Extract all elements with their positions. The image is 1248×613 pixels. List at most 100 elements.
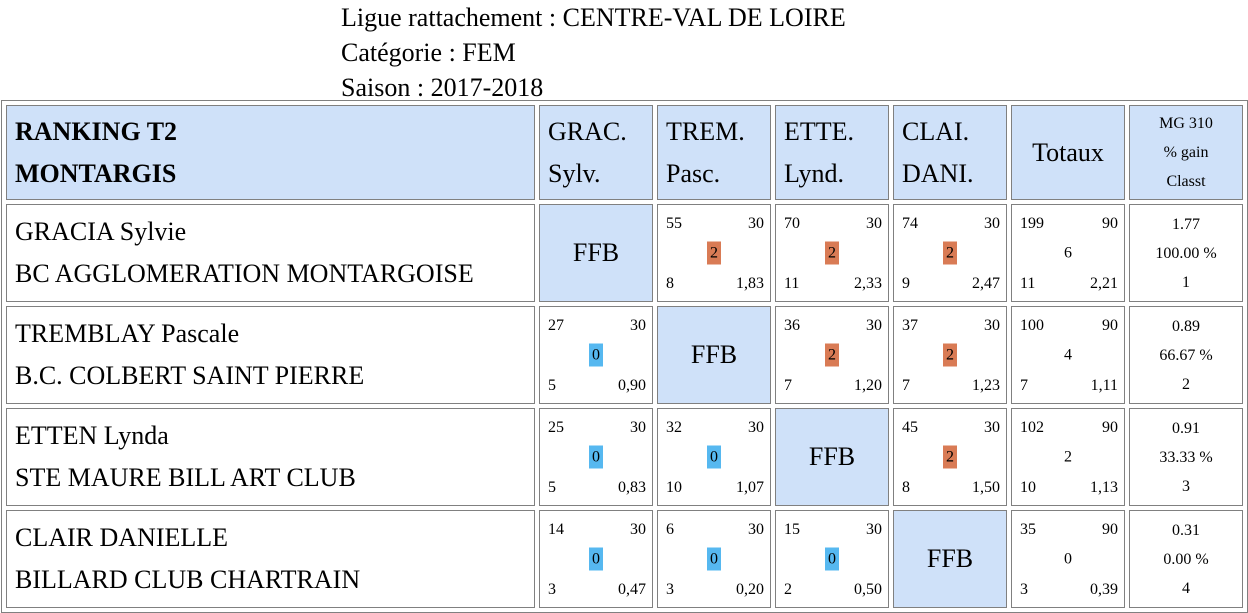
col-header-line1: ETTE. — [784, 116, 855, 146]
match-cell: 45 30 2 8 1,50 — [893, 408, 1007, 506]
col-header-line2: Sylv. — [548, 158, 601, 188]
total-points: 102 — [1020, 419, 1044, 436]
col-header-line1: TREM. — [666, 116, 745, 146]
rank-value: 4 — [1182, 579, 1190, 597]
player-name: CLAIR DANIELLE — [15, 523, 229, 552]
player-cell: CLAIR DANIELLE BILLARD CLUB CHARTRAIN — [6, 510, 535, 608]
total-distance: 90 — [1102, 215, 1118, 232]
title-line-1: RANKING T2 — [15, 116, 178, 146]
match-points: 74 — [902, 215, 918, 232]
col-header-ette: ETTE. Lynd. — [775, 105, 889, 200]
col-header-grac: GRAC. Sylv. — [539, 105, 653, 200]
categorie-line: Catégorie : FEM — [341, 38, 516, 67]
match-distance: 30 — [866, 215, 882, 232]
match-average: 0,20 — [736, 581, 764, 598]
match-distance: 30 — [984, 215, 1000, 232]
mg-value: 0.91 — [1172, 419, 1200, 437]
match-points: 37 — [902, 317, 918, 334]
match-cell: 14 30 0 3 0,47 — [539, 510, 653, 608]
match-points: 6 — [666, 521, 674, 538]
match-innings: 8 — [902, 479, 910, 496]
totals-cell: 102 90 2 10 1,13 — [1011, 408, 1125, 506]
total-distance: 90 — [1102, 521, 1118, 538]
match-result-badge: 0 — [589, 343, 603, 367]
match-result-badge: 2 — [943, 445, 957, 469]
match-average: 1,50 — [972, 479, 1000, 496]
match-innings: 9 — [902, 275, 910, 292]
col-header-line1: GRAC. — [548, 116, 627, 146]
match-innings: 3 — [548, 581, 556, 598]
match-distance: 30 — [630, 521, 646, 538]
match-average: 0,47 — [618, 581, 646, 598]
total-result: 2 — [1064, 448, 1072, 466]
stats-cell: 1.77 100.00 % 1 — [1129, 204, 1243, 302]
match-points: 32 — [666, 419, 682, 436]
match-innings: 11 — [784, 275, 800, 292]
match-points: 14 — [548, 521, 564, 538]
total-result: 4 — [1064, 346, 1072, 364]
match-result-badge: 2 — [943, 343, 957, 367]
match-average: 0,83 — [618, 479, 646, 496]
match-distance: 30 — [630, 419, 646, 436]
ffb-cell: FFB — [893, 510, 1007, 608]
total-distance: 90 — [1102, 419, 1118, 436]
match-result-badge: 2 — [825, 241, 839, 265]
match-distance: 30 — [630, 317, 646, 334]
total-average: 0,39 — [1090, 581, 1118, 598]
match-average: 0,90 — [618, 377, 646, 394]
match-average: 2,33 — [854, 275, 882, 292]
match-innings: 5 — [548, 479, 556, 496]
player-row: GRACIA Sylvie BC AGGLOMERATION MONTARGOIS… — [6, 204, 1243, 302]
col-header-trem: TREM. Pasc. — [657, 105, 771, 200]
rank-value: 2 — [1182, 375, 1190, 393]
match-result-badge: 0 — [589, 547, 603, 571]
match-result-badge: 0 — [707, 445, 721, 469]
player-name: ETTEN Lynda — [15, 421, 169, 450]
player-cell: ETTEN Lynda STE MAURE BILL ART CLUB — [6, 408, 535, 506]
header-row: RANKING T2 MONTARGIS GRAC. Sylv. TREM. P… — [6, 105, 1243, 200]
totals-cell: 199 90 6 11 2,21 — [1011, 204, 1125, 302]
ffb-cell: FFB — [539, 204, 653, 302]
player-club: BC AGGLOMERATION MONTARGOISE — [15, 259, 474, 288]
match-average: 2,47 — [972, 275, 1000, 292]
match-innings: 3 — [666, 581, 674, 598]
ligue-line: Ligue rattachement : CENTRE-VAL DE LOIRE — [341, 3, 846, 32]
saison-line: Saison : 2017-2018 — [341, 73, 544, 102]
match-cell: 55 30 2 8 1,83 — [657, 204, 771, 302]
match-points: 15 — [784, 521, 800, 538]
match-cell: 36 30 2 7 1,20 — [775, 306, 889, 404]
total-points: 100 — [1020, 317, 1044, 334]
page-header: Ligue rattachement : CENTRE-VAL DE LOIRE… — [341, 0, 846, 105]
match-cell: 25 30 0 5 0,83 — [539, 408, 653, 506]
match-distance: 30 — [748, 419, 764, 436]
rank-value: 3 — [1182, 477, 1190, 495]
total-result: 0 — [1064, 550, 1072, 568]
total-result: 6 — [1064, 244, 1072, 262]
ffb-cell: FFB — [657, 306, 771, 404]
total-innings: 3 — [1020, 581, 1028, 598]
match-cell: 15 30 0 2 0,50 — [775, 510, 889, 608]
totals-cell: 35 90 0 3 0,39 — [1011, 510, 1125, 608]
total-points: 199 — [1020, 215, 1044, 232]
gain-percent: 66.67 % — [1159, 346, 1213, 364]
mg-header-line2: % gain — [1163, 144, 1209, 161]
gain-percent: 0.00 % — [1163, 550, 1209, 568]
player-row: ETTEN Lynda STE MAURE BILL ART CLUB 25 30 0 5… — [6, 408, 1243, 506]
total-distance: 90 — [1102, 317, 1118, 334]
match-innings: 7 — [784, 377, 792, 394]
match-distance: 30 — [866, 317, 882, 334]
match-cell: 32 30 0 10 1,07 — [657, 408, 771, 506]
mg-value: 0.31 — [1172, 521, 1200, 539]
player-name: TREMBLAY Pascale — [15, 319, 240, 348]
player-cell: TREMBLAY Pascale B.C. COLBERT SAINT PIERR… — [6, 306, 535, 404]
stats-cell: 0.31 0.00 % 4 — [1129, 510, 1243, 608]
match-result-badge: 0 — [825, 547, 839, 571]
match-innings: 7 — [902, 377, 910, 394]
col-header-line2: Pasc. — [666, 158, 721, 188]
match-points: 55 — [666, 215, 682, 232]
match-innings: 2 — [784, 581, 792, 598]
match-cell: 70 30 2 11 2,33 — [775, 204, 889, 302]
match-average: 1,07 — [736, 479, 764, 496]
match-result-badge: 2 — [707, 241, 721, 265]
ranking-table: RANKING T2 MONTARGIS GRAC. Sylv. TREM. P… — [1, 100, 1248, 613]
